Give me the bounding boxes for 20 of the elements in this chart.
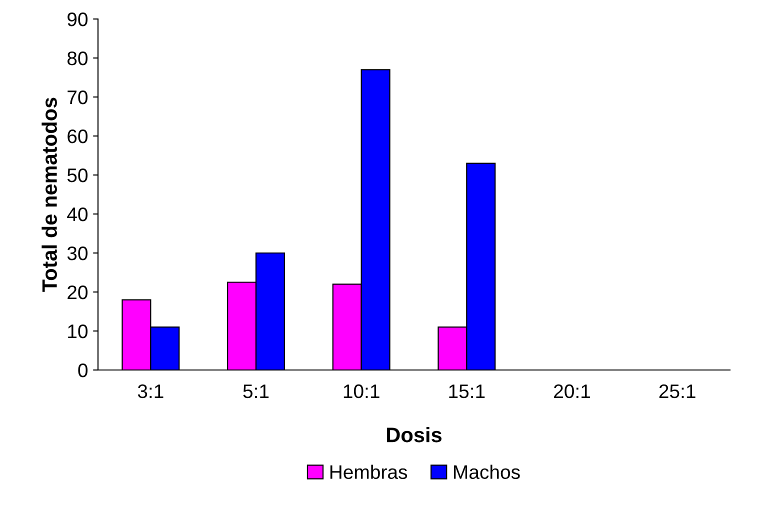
x-tick-label: 25:1 — [659, 384, 696, 398]
y-tick-label: 40 — [67, 207, 88, 222]
y-tick-label: 70 — [68, 90, 88, 104]
x-tick-label: 5:1 — [243, 384, 269, 398]
y-tick-label: 60 — [68, 129, 88, 144]
x-tick-label: 15:1 — [449, 384, 485, 398]
y-tick-label: 0 — [78, 363, 88, 378]
y-tick-label: 30 — [67, 246, 88, 260]
legend-label: Machos — [454, 464, 520, 480]
y-tick-label: 10 — [68, 324, 88, 338]
y-tick-label: 50 — [67, 168, 88, 182]
y-tick-label: 20 — [68, 285, 88, 300]
y-tick-label: 80 — [67, 51, 88, 66]
x-tick-label: 10:1 — [344, 384, 380, 398]
y-tick-label: 90 — [68, 12, 88, 26]
x-axis-title: Dosis — [387, 427, 442, 442]
y-axis-title: Total de nematodos — [42, 98, 57, 292]
x-tick-label: 3:1 — [138, 384, 164, 398]
x-tick-label: 20:1 — [554, 384, 590, 398]
legend-label: Hembras — [330, 464, 408, 480]
